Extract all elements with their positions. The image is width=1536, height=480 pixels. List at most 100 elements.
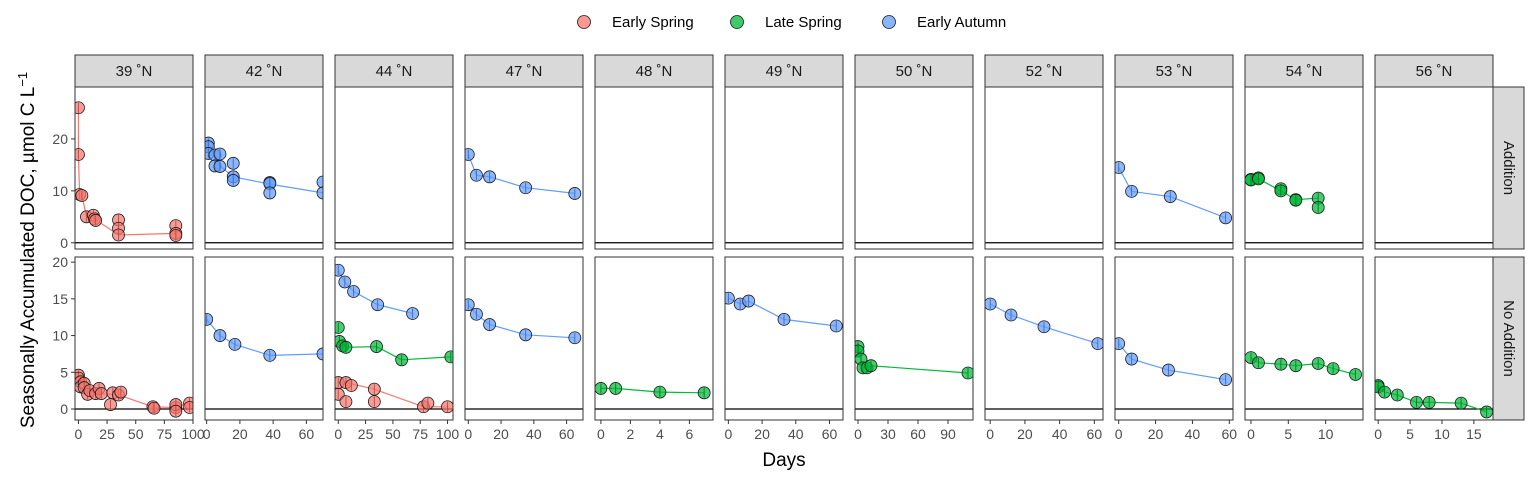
data-point-late-spring [1311, 357, 1325, 370]
panel-background [725, 257, 843, 420]
data-point-early-spring [169, 404, 183, 418]
data-point-late-spring [1289, 359, 1303, 373]
y-tick-label: 15 [52, 291, 68, 307]
data-point-early-autumn [205, 313, 214, 326]
x-tick-label: 0 [1247, 426, 1255, 442]
x-tick-label: 60 [822, 426, 838, 442]
row-strip-addition [1492, 86, 1525, 250]
data-point-early-autumn [316, 175, 323, 189]
data-point-late-spring [1349, 368, 1362, 381]
panel-content [465, 298, 583, 410]
data-point-late-spring [335, 321, 345, 334]
panel-border [74, 256, 194, 421]
y-tick-label: 0 [60, 401, 68, 417]
panel-56-n-addition [1374, 86, 1494, 250]
data-point-early-autumn [1091, 337, 1103, 351]
data-point-late-spring [1454, 396, 1468, 410]
facet-strip-label-44-n: 44 ˚N [376, 63, 413, 80]
panel-54-n-addition [1244, 86, 1364, 250]
data-point-early-autumn [226, 174, 240, 187]
data-point-early-autumn [263, 348, 277, 362]
panel-background [465, 87, 583, 249]
data-point-early-spring [441, 400, 453, 414]
x-tick-label: 100 [436, 426, 460, 442]
row-strip-label-addition: Addition [1500, 141, 1517, 195]
x-tick-label: 40 [788, 426, 804, 442]
panel-49-n-addition [724, 86, 844, 250]
facet-strip-label-48-n: 48 ˚N [636, 63, 673, 80]
x-tick-label: 0 [75, 426, 83, 442]
data-point-early-autumn [406, 307, 419, 320]
data-point-early-autumn [1037, 320, 1051, 334]
panel-border [464, 86, 584, 250]
data-point-late-spring [961, 366, 973, 380]
data-point-late-spring [1422, 395, 1436, 409]
panel-background [1245, 257, 1363, 420]
data-point-early-autumn [742, 294, 755, 308]
panel-background [855, 87, 973, 249]
panel-48-n-addition [594, 86, 714, 250]
data-point-early-spring [104, 398, 117, 411]
x-tick-label: 90 [940, 426, 956, 442]
facet-strip-44-n [334, 54, 454, 88]
x-tick-label: 40 [1185, 426, 1201, 442]
panel-background [1245, 87, 1363, 249]
data-point-late-spring [1252, 172, 1265, 186]
panel-53-n-no-addition [1114, 256, 1234, 421]
x-tick-label: 10 [1318, 426, 1334, 442]
row-strip-label-no-addition: No Addition [1500, 300, 1517, 377]
panel-54-n-no-addition [1244, 256, 1364, 421]
data-point-early-spring [339, 395, 353, 409]
data-point-late-spring [1252, 356, 1265, 370]
x-tick-label: 0 [724, 426, 732, 442]
panel-content [1245, 171, 1363, 244]
x-tick-label: 40 [265, 426, 281, 442]
data-point-early-autumn [347, 285, 360, 298]
data-point-early-autumn [1219, 211, 1233, 225]
facet-strip-42-n [204, 54, 324, 88]
x-tick-label: 75 [157, 426, 173, 442]
data-point-early-spring [169, 229, 183, 242]
data-point-late-spring [1289, 193, 1303, 207]
data-point-early-autumn [568, 187, 582, 200]
panel-42-n-no-addition [204, 256, 324, 421]
y-tick-label: 5 [60, 364, 68, 380]
data-point-early-spring [344, 379, 358, 392]
panel-border [594, 256, 714, 421]
data-point-late-spring [1274, 357, 1288, 371]
x-tick-label: 0 [1374, 426, 1382, 442]
data-point-early-autumn [213, 160, 227, 173]
data-point-early-autumn [1115, 161, 1126, 174]
data-point-early-autumn [465, 148, 475, 161]
x-tick-label: 25 [99, 426, 115, 442]
x-axis-title: Days [762, 450, 805, 471]
data-point-late-spring [444, 350, 453, 364]
data-point-early-autumn [226, 156, 240, 170]
x-tick-label: 50 [385, 426, 401, 442]
data-point-late-spring [1410, 395, 1423, 409]
data-point-early-autumn [371, 298, 385, 312]
data-point-early-autumn [1004, 308, 1018, 322]
panel-42-n-addition [204, 86, 324, 250]
x-tick-label: 100 [181, 426, 205, 442]
legend-label-late-spring: Late Spring [765, 14, 842, 31]
data-point-late-spring [595, 382, 608, 395]
x-tick-label: 0 [986, 426, 994, 442]
x-tick-label: 20 [493, 426, 509, 442]
data-point-early-autumn [568, 331, 582, 345]
panel-background [595, 87, 713, 249]
panel-content [75, 101, 193, 244]
data-point-early-autumn [829, 319, 843, 333]
data-point-early-autumn [1125, 184, 1138, 198]
x-tick-label: 0 [334, 426, 342, 442]
series-line-early-autumn [1118, 343, 1226, 381]
facet-strip-label-39-n: 39 ˚N [116, 63, 153, 80]
data-point-late-spring [609, 382, 623, 395]
data-point-early-spring [75, 101, 85, 115]
facet-strip-52-n [984, 54, 1104, 88]
panel-border [204, 256, 324, 421]
x-tick-label: 2 [627, 426, 635, 442]
x-tick-label: 0 [597, 426, 605, 442]
y-axis-title-superscript: −1 [15, 72, 30, 87]
